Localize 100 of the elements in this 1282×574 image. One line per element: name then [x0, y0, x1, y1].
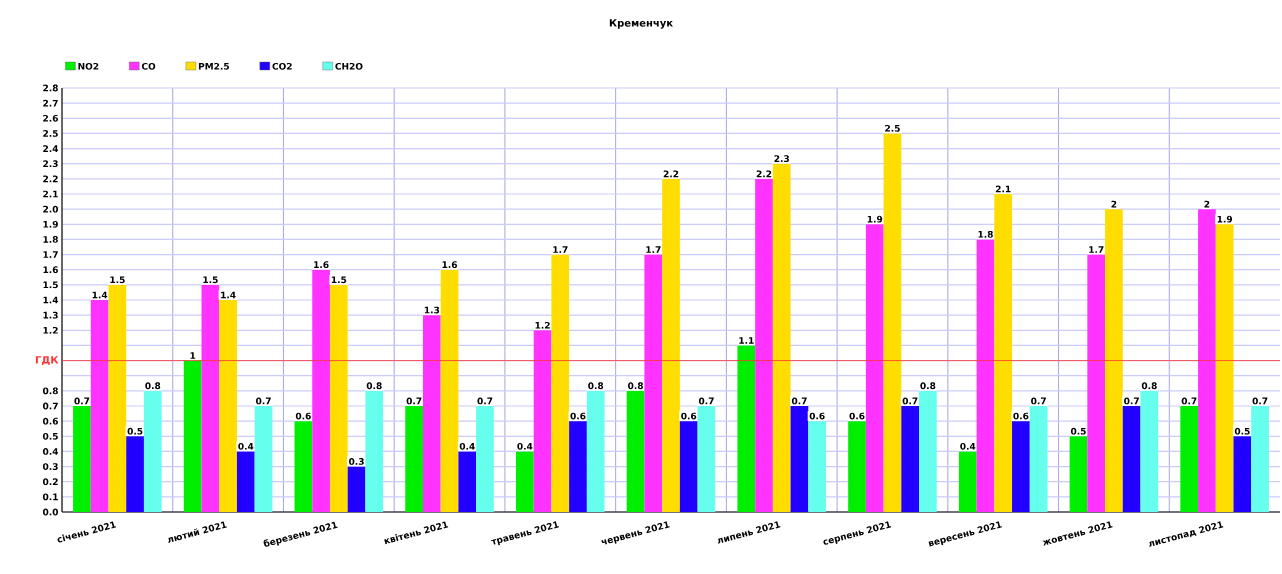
data-label: 0.6	[809, 412, 825, 420]
bar	[737, 345, 756, 512]
y-tick-label: 0.5	[42, 432, 58, 440]
y-tick-label: 2.2	[43, 175, 58, 183]
data-label: 0.6	[849, 412, 865, 420]
data-label: 1.4	[221, 291, 236, 299]
chart-title: Кременчук	[609, 19, 673, 29]
bar	[1087, 254, 1106, 512]
x-tick-label: січень 2021	[57, 521, 117, 543]
bar	[1198, 209, 1216, 512]
bar	[236, 451, 255, 512]
bar	[533, 330, 552, 512]
bar	[626, 390, 645, 512]
bar	[790, 406, 809, 512]
y-tick-label: 1.4	[43, 296, 59, 304]
data-label: 0.8	[366, 382, 382, 390]
data-label: 0.8	[588, 382, 604, 390]
y-tick-label: 2.0	[43, 205, 59, 213]
bar	[422, 315, 441, 512]
bar	[143, 390, 162, 512]
data-label: 0.7	[1252, 397, 1268, 405]
bar	[1029, 406, 1048, 512]
bar	[848, 421, 866, 512]
data-label: 0.4	[960, 442, 976, 450]
data-label: 0.8	[628, 382, 643, 390]
bar	[679, 421, 698, 512]
ref-line-label: ГДК	[35, 356, 59, 365]
y-tick-label: 0.4	[42, 448, 59, 455]
y-tick-label: 1.7	[43, 251, 58, 258]
data-label: 1.8	[978, 230, 993, 238]
data-label: 1.5	[331, 276, 347, 284]
bar	[329, 284, 348, 512]
y-tick-label: 0.0	[42, 508, 59, 516]
bar	[976, 239, 995, 512]
bar	[755, 178, 773, 512]
bar	[1233, 436, 1252, 512]
data-label: 0.7	[1181, 397, 1197, 405]
y-tick-label: 1.8	[43, 236, 58, 243]
data-label: 1.9	[1217, 215, 1233, 223]
y-tick-label: 2.3	[43, 160, 58, 168]
y-tick-label: 1.5	[43, 281, 58, 289]
data-label: 0.7	[74, 397, 90, 405]
y-tick-label: 2.8	[43, 84, 58, 92]
y-tick-label: 2.4	[43, 145, 59, 152]
bar	[958, 451, 977, 512]
bar	[586, 390, 605, 512]
bar	[440, 269, 459, 512]
bar	[569, 421, 587, 512]
data-label: 1.5	[110, 276, 125, 284]
bar	[458, 451, 477, 512]
bar	[405, 406, 423, 512]
y-tick-label: 2.6	[43, 114, 58, 122]
y-tick-label: 1.6	[43, 266, 58, 274]
bar	[772, 163, 791, 512]
data-label: 2.1	[995, 185, 1011, 193]
x-tick-label: липень 2021	[718, 521, 781, 544]
data-label: 0.7	[477, 397, 493, 405]
bar	[1215, 224, 1234, 512]
bar	[551, 254, 570, 512]
x-tick-label: квітень 2021	[384, 521, 449, 545]
bar	[1122, 406, 1141, 512]
data-label: 1.7	[1089, 246, 1104, 253]
bar	[126, 436, 144, 512]
data-label: 0.5	[1070, 427, 1086, 435]
bar	[1140, 390, 1159, 512]
bar	[347, 466, 366, 512]
x-tick-label: серпень 2021	[823, 521, 892, 545]
data-label: 2	[1111, 200, 1117, 208]
data-label: 0.5	[1234, 427, 1250, 435]
data-label: 0.8	[920, 382, 936, 390]
y-tick-label: 2.5	[43, 130, 58, 137]
bar	[108, 284, 127, 512]
bar	[294, 421, 313, 512]
bar	[662, 178, 680, 512]
data-label: 0.7	[902, 397, 918, 405]
legend-label: CO2	[272, 62, 292, 70]
bar	[1012, 421, 1030, 512]
bar	[883, 133, 902, 512]
data-label: 2	[1204, 200, 1210, 208]
data-label: 1.6	[442, 261, 458, 269]
y-tick-label: 0.1	[42, 493, 58, 501]
x-tick-label: лютий 2021	[168, 521, 227, 543]
y-tick-label: 1.9	[43, 220, 58, 228]
bar	[312, 269, 330, 512]
bar	[865, 224, 884, 512]
data-label: 0.7	[1031, 397, 1046, 405]
legend-label: CH2O	[335, 62, 363, 70]
bar	[476, 406, 494, 512]
data-label: 0.6	[1013, 412, 1029, 420]
data-label: 0.6	[570, 412, 586, 420]
bar	[808, 421, 827, 512]
data-label: 0.7	[698, 397, 714, 405]
bar	[254, 406, 273, 512]
data-label: 1.5	[203, 276, 218, 284]
bar	[183, 360, 202, 512]
data-label: 0.7	[791, 397, 807, 405]
legend-label: PM2.5	[198, 62, 229, 70]
data-label: 0.4	[517, 442, 533, 450]
legend-label: CO	[141, 62, 156, 70]
bar	[1105, 209, 1123, 512]
